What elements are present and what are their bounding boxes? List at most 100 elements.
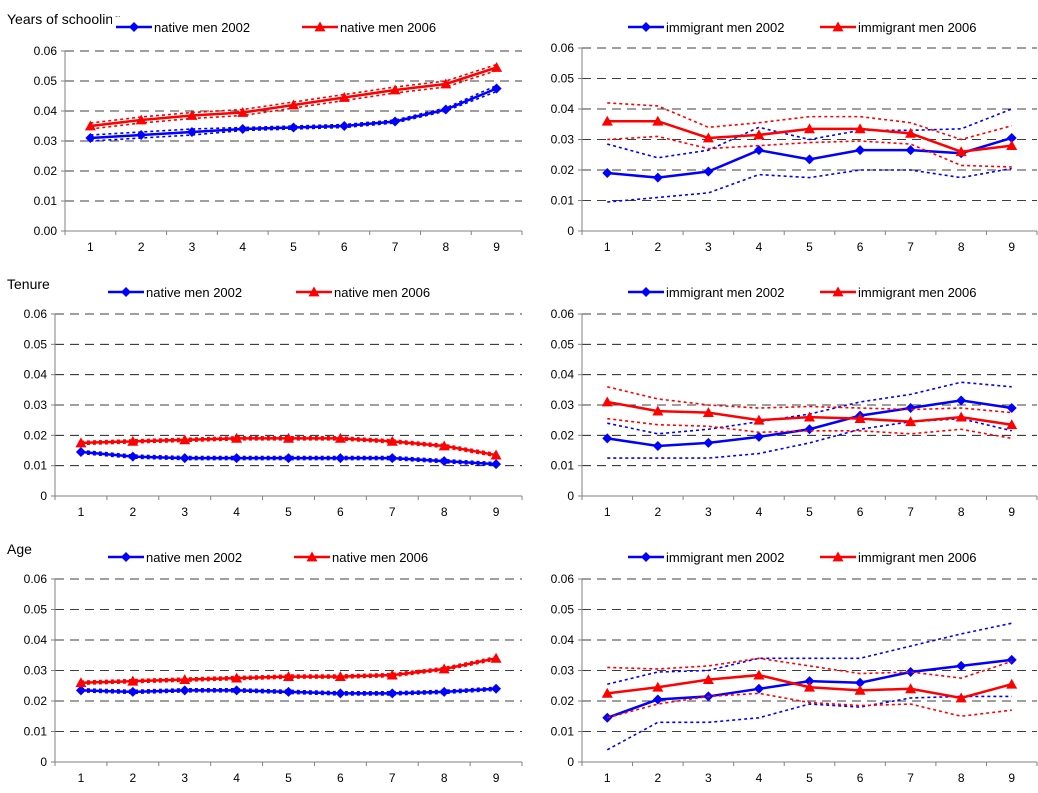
y-tick-label: 0.03 [551, 664, 575, 678]
data-point [956, 395, 967, 406]
data-point [1006, 403, 1017, 414]
y-tick-label: 0.02 [551, 694, 575, 708]
data-point [955, 146, 967, 157]
data-point [854, 413, 866, 424]
y-tick-label: 0 [567, 489, 574, 503]
ci-line-ci-high [607, 102, 1012, 141]
y-tick-label: 0.02 [34, 164, 58, 178]
data-point [652, 681, 664, 692]
y-tick-label: 0.04 [34, 104, 58, 118]
data-point [335, 453, 346, 464]
section-title-age: Age [7, 541, 32, 557]
x-tick-label: 2 [654, 505, 661, 519]
legend-bg [624, 17, 802, 35]
data-point [136, 130, 147, 140]
legend-entry: native men 2006 [290, 547, 447, 565]
legend-entry: immigrant men 2006 [816, 547, 994, 565]
legend-marker [832, 286, 844, 297]
y-tick-label: 0.03 [24, 664, 48, 678]
section-title-schooling: Years of schooling [7, 11, 121, 27]
legend-label: native men 2006 [340, 20, 436, 35]
chart-5: 0 0.01 0.02 0.03 0.04 0.05 0.06 1 2 3 4 5 6 7 8 9 native… [24, 547, 523, 785]
data-point [439, 686, 450, 697]
x-tick-label: 9 [1008, 771, 1015, 785]
legend-marker [308, 286, 320, 297]
x-tick-label: 8 [441, 771, 448, 785]
series-native-men-2002 [75, 447, 502, 470]
data-point [283, 432, 294, 443]
legend-bg [292, 282, 449, 300]
ci-line-ci-low [607, 135, 1012, 168]
y-tick-label: 0.05 [24, 603, 48, 617]
legend-label: native men 2002 [146, 550, 242, 565]
x-tick-label: 5 [806, 505, 813, 519]
legend-bg [624, 547, 802, 565]
data-point [440, 78, 452, 89]
legend-label: immigrant men 2002 [666, 285, 785, 300]
x-tick-label: 4 [756, 771, 763, 785]
y-tick-label: 0.05 [551, 603, 575, 617]
data-point [75, 685, 86, 696]
x-tick-label: 1 [78, 505, 85, 519]
x-tick-label: 7 [389, 771, 396, 785]
series-native-men-2006 [75, 652, 502, 688]
x-tick-label: 9 [1008, 240, 1015, 254]
data-point [179, 453, 190, 464]
series-immigrant-men-2006 [601, 102, 1018, 168]
data-point [905, 127, 917, 138]
data-point [186, 127, 197, 137]
data-point [339, 121, 350, 131]
data-point [334, 671, 346, 681]
legend-bg [104, 282, 261, 300]
y-tick-label: 0.06 [551, 572, 575, 586]
data-point [283, 671, 294, 681]
ci-line-ci-high [90, 84, 497, 136]
series-immigrant-men-2006 [601, 657, 1018, 719]
y-tick-label: 0 [567, 755, 574, 769]
x-tick-label: 5 [285, 771, 292, 785]
legend-marker [641, 552, 651, 562]
data-point [231, 432, 243, 443]
y-tick-label: 0 [40, 489, 47, 503]
data-point [905, 403, 916, 414]
data-point [855, 677, 866, 688]
data-point [491, 83, 502, 94]
ci-line-ci-low [607, 417, 1012, 459]
x-tick-label: 9 [493, 240, 500, 254]
data-point [334, 432, 346, 443]
y-tick-label: 0.01 [551, 459, 575, 473]
section-title-tenure: Tenure [7, 276, 50, 292]
data-point [135, 114, 147, 125]
x-tick-label: 2 [129, 771, 136, 785]
x-tick-label: 6 [341, 240, 348, 254]
y-tick-label: 0.04 [24, 633, 48, 647]
x-tick-label: 3 [181, 505, 188, 519]
legend-marker [641, 287, 651, 297]
data-point [702, 674, 714, 685]
legend-entry: native men 2002 [104, 282, 261, 300]
data-point [905, 667, 916, 678]
x-tick-label: 3 [181, 771, 188, 785]
y-tick-label: 0.04 [551, 633, 575, 647]
data-point [127, 675, 139, 686]
data-point [652, 172, 663, 183]
data-point [703, 437, 714, 448]
y-tick-label: 0.06 [34, 44, 58, 58]
legend-marker [129, 22, 139, 32]
legend-label: native men 2002 [146, 285, 242, 300]
x-tick-label: 4 [239, 240, 246, 254]
legend-label: immigrant men 2002 [666, 550, 785, 565]
data-point [179, 434, 191, 445]
x-tick-label: 9 [493, 771, 500, 785]
data-point [652, 440, 663, 451]
series-native-men-2002 [85, 83, 502, 143]
data-point [439, 456, 450, 467]
y-tick-label: 0.05 [551, 337, 575, 351]
x-tick-label: 1 [87, 240, 94, 254]
data-point [490, 449, 502, 460]
x-tick-label: 3 [705, 771, 712, 785]
data-point [703, 166, 714, 177]
data-point [955, 692, 967, 703]
data-point [905, 683, 917, 694]
